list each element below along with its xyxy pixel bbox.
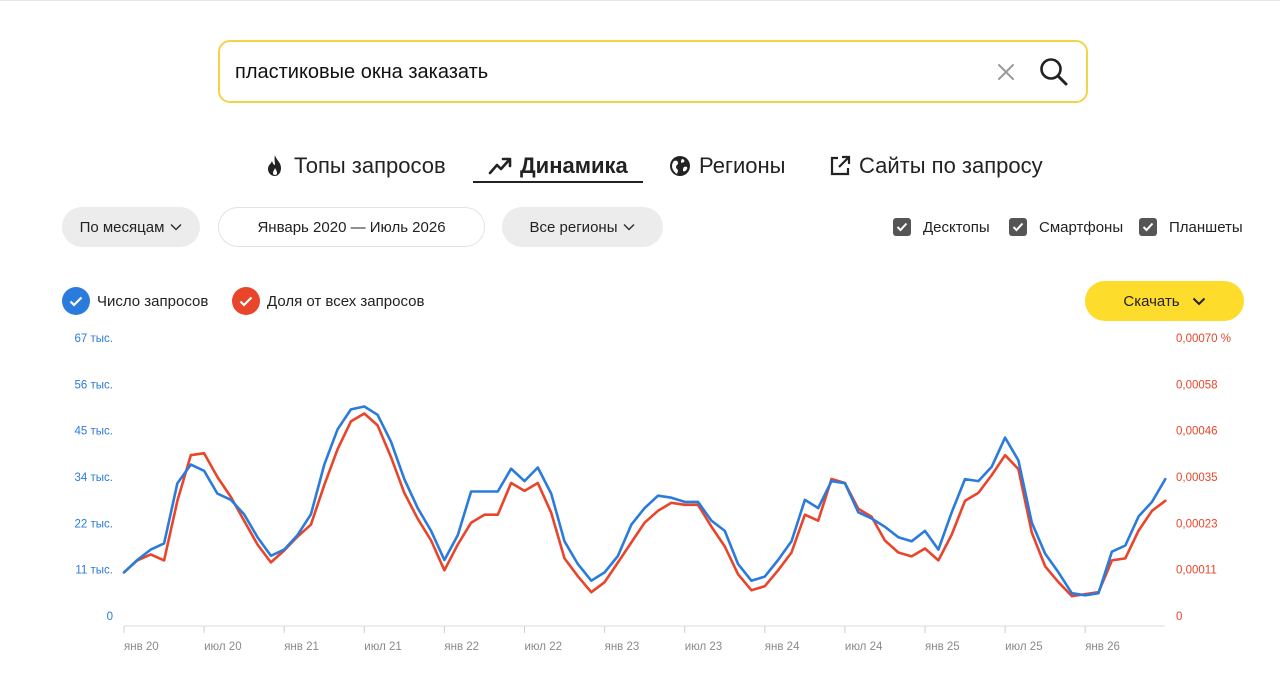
tab-regions-label: Регионы bbox=[699, 153, 786, 178]
y-left-tick-label: 45 тыс. bbox=[75, 426, 113, 438]
tab-dynamics-label: Динамика bbox=[520, 153, 628, 178]
download-label: Скачать bbox=[1123, 292, 1180, 310]
x-tick-label: янв 24 bbox=[765, 641, 800, 653]
y-right-tick-label: 0,00046 bbox=[1176, 426, 1218, 438]
device-smartphone-label: Смартфоны bbox=[1039, 218, 1124, 236]
legend-count-check-icon bbox=[62, 287, 90, 315]
y-left-tick-label: 11 тыс. bbox=[75, 565, 113, 577]
checkbox-checked-icon bbox=[1009, 218, 1027, 236]
legend-count-toggle[interactable]: Число запросов bbox=[62, 287, 208, 315]
y-right-tick-label: 0,00011 bbox=[1176, 565, 1217, 577]
x-tick-label: янв 26 bbox=[1085, 641, 1120, 653]
device-desktop-label: Десктопы bbox=[923, 218, 990, 236]
search-icon[interactable] bbox=[1038, 56, 1070, 88]
device-tablet-checkbox[interactable]: Планшеты bbox=[1139, 217, 1243, 237]
date-range-picker[interactable]: Январь 2020 — Июль 2026 bbox=[218, 207, 485, 247]
x-tick-label: июл 25 bbox=[1005, 641, 1043, 653]
y-right-tick-label: 0,00035 bbox=[1176, 472, 1218, 484]
legend-count-label: Число запросов bbox=[97, 292, 209, 310]
period-label: По месяцам bbox=[79, 218, 165, 236]
legend-share-label: Доля от всех запросов bbox=[267, 292, 425, 310]
top-divider bbox=[0, 0, 1280, 1]
chevron-down-icon bbox=[623, 223, 636, 231]
y-left-tick-label: 34 тыс. bbox=[75, 472, 113, 484]
fire-icon bbox=[268, 155, 281, 176]
x-tick-label: янв 20 bbox=[124, 641, 159, 653]
x-tick-label: янв 22 bbox=[444, 641, 479, 653]
period-dropdown[interactable]: По месяцам bbox=[62, 207, 200, 247]
tab-top-queries-label: Топы запросов bbox=[294, 153, 446, 178]
device-tablet-label: Планшеты bbox=[1169, 218, 1243, 236]
series-line-count bbox=[122, 405, 1167, 597]
legend-share-toggle[interactable]: Доля от всех запросов bbox=[232, 287, 424, 315]
checkbox-checked-icon bbox=[893, 218, 911, 236]
globe-icon bbox=[670, 156, 690, 176]
y-right-tick-label: 0,00058 bbox=[1176, 379, 1218, 391]
tab-sites[interactable]: Сайты по запросу bbox=[829, 148, 1043, 184]
trend-icon bbox=[488, 157, 512, 175]
x-tick-label: июл 24 bbox=[845, 641, 883, 653]
tab-top-queries[interactable]: Топы запросов bbox=[264, 148, 446, 184]
download-button[interactable]: Скачать bbox=[1085, 281, 1244, 321]
x-tick-label: июл 22 bbox=[525, 641, 563, 653]
y-left-tick-label: 56 тыс. bbox=[75, 379, 113, 391]
tab-dynamics[interactable]: Динамика bbox=[488, 148, 628, 184]
device-smartphone-checkbox[interactable]: Смартфоны bbox=[1009, 217, 1123, 237]
region-label: Все регионы bbox=[529, 218, 618, 236]
chevron-down-icon bbox=[170, 223, 182, 231]
chevron-down-icon bbox=[1192, 297, 1205, 305]
tab-sites-label: Сайты по запросу bbox=[859, 153, 1043, 178]
dynamics-chart: 0 11 тыс. 22 тыс. 34 тыс. 45 тыс. 56 тыс. 67 т… bbox=[75, 333, 1231, 653]
clear-icon[interactable] bbox=[994, 60, 1018, 84]
region-dropdown[interactable]: Все регионы bbox=[502, 207, 663, 247]
y-right-tick-label: 0,00070 % bbox=[1176, 333, 1231, 345]
x-tick-label: июл 20 bbox=[204, 641, 242, 653]
series-line-share bbox=[122, 412, 1167, 598]
x-tick-label: янв 25 bbox=[925, 641, 960, 653]
x-tick-label: июл 23 bbox=[685, 641, 723, 653]
tabs: Топы запросов Динамика Регионы Сайты по … bbox=[0, 148, 1280, 188]
legend-share-check-icon bbox=[232, 287, 260, 315]
x-tick-label: июл 21 bbox=[364, 641, 402, 653]
checkbox-checked-icon bbox=[1139, 218, 1157, 236]
date-range-label: Январь 2020 — Июль 2026 bbox=[257, 218, 446, 236]
tab-regions[interactable]: Регионы bbox=[669, 148, 785, 184]
y-left-tick-label: 67 тыс. bbox=[75, 333, 113, 345]
y-left-tick-label: 0 bbox=[107, 611, 113, 623]
external-link-icon bbox=[830, 155, 851, 176]
x-tick-label: янв 21 bbox=[284, 641, 319, 653]
search-box[interactable]: пластиковые окна заказать bbox=[218, 40, 1088, 103]
y-right-tick-label: 0,00023 bbox=[1176, 518, 1218, 530]
y-right-tick-label: 0 bbox=[1176, 611, 1182, 623]
active-tab-underline bbox=[473, 181, 643, 183]
device-desktop-checkbox[interactable]: Десктопы bbox=[893, 217, 990, 237]
x-tick-label: янв 23 bbox=[605, 641, 640, 653]
y-left-tick-label: 22 тыс. bbox=[75, 518, 113, 530]
search-input[interactable]: пластиковые окна заказать bbox=[235, 61, 489, 83]
